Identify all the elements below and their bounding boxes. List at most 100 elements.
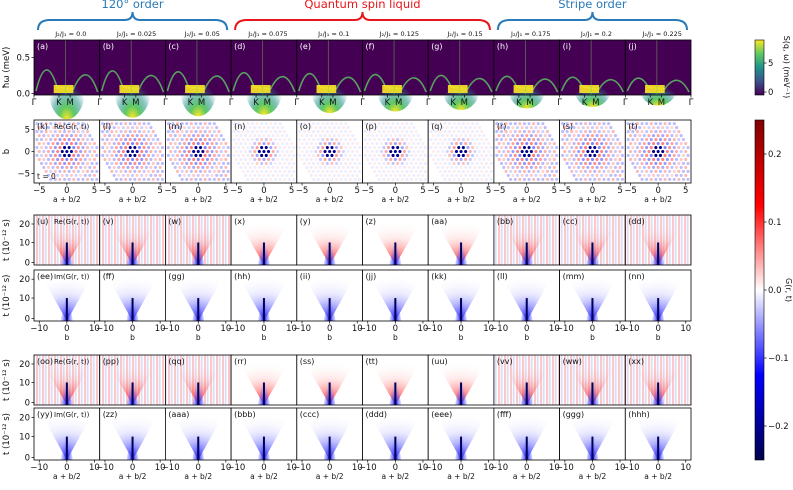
lattice-site bbox=[212, 122, 216, 126]
lattice-site bbox=[182, 157, 186, 162]
lattice-site bbox=[121, 165, 125, 169]
lattice-site bbox=[434, 153, 438, 158]
lattice-site bbox=[548, 134, 552, 138]
x-tick-label: 0 bbox=[261, 186, 266, 196]
lattice-site bbox=[642, 157, 646, 162]
lattice-site bbox=[618, 141, 622, 146]
colorbar-spectrum bbox=[754, 39, 765, 96]
lattice-site bbox=[661, 141, 665, 146]
lattice-site bbox=[414, 169, 418, 173]
lattice-site bbox=[166, 122, 170, 126]
x-tick-label: Γ bbox=[294, 98, 299, 108]
panel-letter: (bbb) bbox=[234, 410, 255, 419]
lattice-site bbox=[344, 169, 348, 173]
lattice-site bbox=[280, 126, 284, 130]
lattice-site bbox=[516, 173, 520, 177]
lattice-site bbox=[434, 161, 438, 166]
lattice-site bbox=[579, 130, 583, 134]
lattice-site bbox=[339, 130, 343, 134]
lattice-site bbox=[302, 130, 306, 134]
lattice-site bbox=[499, 161, 504, 166]
lattice-site bbox=[72, 122, 76, 126]
lattice-site bbox=[60, 141, 64, 146]
x-tick-label: −5 bbox=[33, 186, 46, 196]
lattice-site bbox=[250, 153, 254, 158]
lattice-site bbox=[241, 161, 245, 166]
lattice-site bbox=[273, 122, 278, 126]
lattice-site bbox=[332, 165, 336, 169]
x-tick-label: M bbox=[526, 98, 533, 108]
lattice-site bbox=[151, 153, 155, 158]
lattice-site bbox=[88, 134, 92, 138]
panel-letter: (ll) bbox=[497, 272, 508, 281]
lattice-site bbox=[377, 169, 381, 173]
lattice-site bbox=[283, 161, 287, 166]
lattice-site bbox=[187, 134, 191, 138]
lattice-site bbox=[318, 126, 323, 130]
lattice-site bbox=[332, 173, 336, 177]
lattice-site bbox=[285, 173, 289, 177]
lattice-site bbox=[248, 173, 252, 177]
lattice-site bbox=[302, 145, 306, 150]
lattice-site bbox=[318, 149, 323, 154]
lattice-site bbox=[626, 145, 630, 150]
lattice-site bbox=[337, 149, 341, 154]
lattice-site bbox=[189, 169, 193, 173]
lattice-site bbox=[133, 177, 137, 181]
lattice-site bbox=[95, 177, 99, 181]
lattice-site bbox=[457, 145, 461, 150]
lattice-site bbox=[672, 145, 676, 150]
lattice-site bbox=[351, 165, 355, 169]
lattice-site bbox=[391, 137, 395, 142]
lattice-site bbox=[477, 173, 482, 177]
lattice-site bbox=[520, 157, 524, 162]
lattice-site bbox=[452, 153, 456, 158]
x-axis-label: a + b/2 bbox=[381, 195, 409, 204]
lattice-site bbox=[278, 145, 282, 150]
lattice-site bbox=[328, 165, 332, 169]
lattice-site bbox=[95, 169, 99, 173]
lattice-site bbox=[65, 141, 69, 146]
lattice-site bbox=[620, 177, 624, 181]
panel-t0 bbox=[624, 119, 692, 184]
lattice-site bbox=[377, 177, 381, 181]
lattice-site bbox=[307, 153, 311, 158]
lattice-site bbox=[35, 122, 39, 126]
x-tick-label: 0 bbox=[655, 463, 660, 473]
lattice-site bbox=[602, 177, 606, 181]
lattice-site bbox=[497, 126, 501, 130]
lattice-site bbox=[215, 134, 219, 138]
lattice-site bbox=[67, 137, 71, 142]
x-tick-label: −10 bbox=[490, 324, 508, 334]
lattice-site bbox=[441, 134, 445, 138]
lattice-site bbox=[208, 169, 212, 173]
lattice-site bbox=[443, 145, 447, 150]
lattice-site bbox=[638, 157, 642, 162]
lattice-site bbox=[543, 126, 547, 130]
lattice-site bbox=[548, 173, 552, 177]
lattice-site bbox=[391, 177, 395, 181]
lattice-site bbox=[210, 173, 214, 177]
lattice-site bbox=[477, 149, 482, 154]
lattice-site bbox=[278, 137, 282, 142]
lattice-site bbox=[633, 141, 637, 146]
lattice-site bbox=[647, 157, 651, 162]
lattice-site bbox=[283, 153, 287, 158]
lattice-site bbox=[539, 157, 543, 162]
lattice-site bbox=[300, 134, 304, 138]
lattice-site bbox=[121, 134, 125, 138]
lattice-site bbox=[173, 134, 177, 138]
lattice-site bbox=[114, 122, 118, 126]
lattice-site bbox=[239, 134, 243, 138]
panel-letter: (qq) bbox=[168, 357, 184, 366]
panel-re_a bbox=[427, 354, 495, 406]
lattice-site bbox=[126, 126, 130, 130]
panel-im_b bbox=[296, 269, 363, 322]
lattice-site bbox=[525, 173, 529, 177]
lattice-site bbox=[532, 161, 536, 166]
lattice-site bbox=[212, 137, 216, 142]
lattice-site bbox=[586, 173, 590, 177]
lattice-site bbox=[561, 145, 565, 150]
lattice-site bbox=[466, 177, 470, 181]
lattice-site bbox=[269, 130, 273, 134]
